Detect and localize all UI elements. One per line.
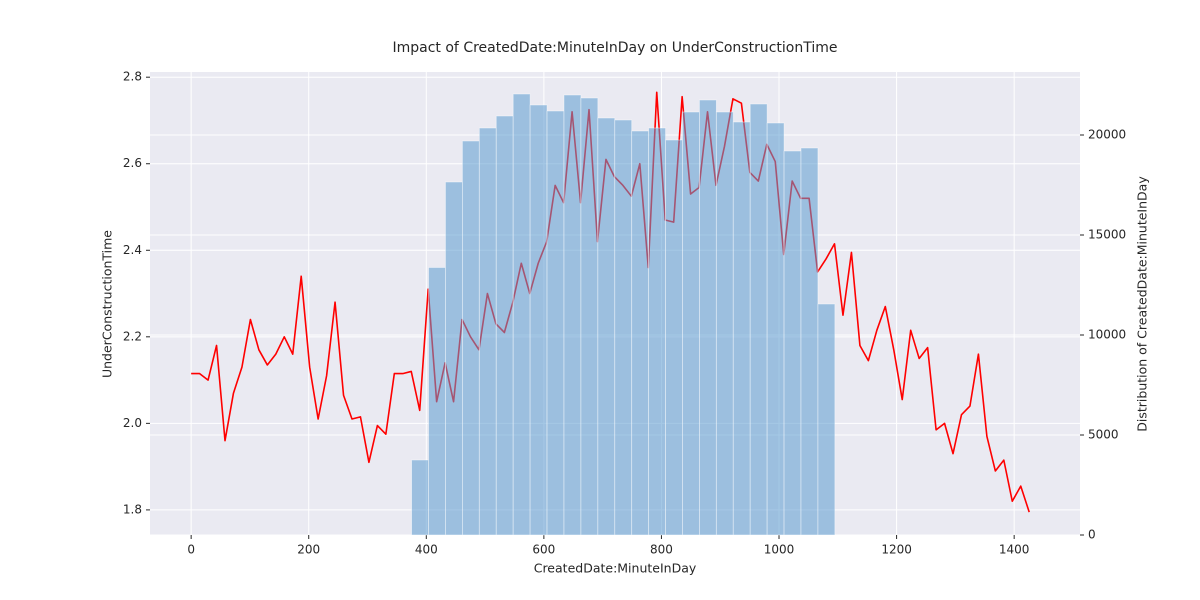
histogram-bar (478, 127, 497, 536)
x-tick-label: 200 (297, 543, 320, 557)
y-tick-label: 2.8 (123, 70, 142, 84)
y2-tick-label: 10000 (1088, 328, 1126, 342)
y2-tick-label: 0 (1088, 528, 1096, 542)
histogram-bar (529, 104, 548, 536)
histogram-bar (749, 103, 768, 536)
x-tick-label: 600 (532, 543, 555, 557)
histogram-bar (800, 147, 819, 536)
histogram-bar (766, 122, 785, 536)
histogram-bar (614, 119, 633, 536)
y-axis-label: UnderConstructionTime (100, 230, 115, 378)
histogram-bar (597, 117, 616, 536)
histogram-bar (428, 267, 446, 536)
x-tick-label: 1200 (881, 543, 912, 557)
histogram-bar (665, 139, 683, 536)
histogram-bar (631, 130, 650, 536)
x-tick-label: 0 (187, 543, 195, 557)
y-tick-label: 2.4 (123, 243, 142, 257)
histogram-bar (461, 140, 480, 536)
x-axis-label: CreatedDate:MinuteInDay (534, 561, 697, 576)
histogram-bar (682, 111, 700, 536)
histogram-bar (715, 111, 734, 536)
x-tick-label: 800 (650, 543, 673, 557)
histogram-bar (648, 127, 666, 536)
y2-tick-label: 20000 (1088, 128, 1126, 142)
y-tick-label: 2.6 (123, 156, 142, 170)
histogram-bar (580, 97, 599, 536)
histogram-bar (495, 115, 514, 536)
histogram-bar (411, 459, 429, 536)
histogram-bar (563, 94, 582, 536)
y-tick-label: 2.0 (123, 416, 142, 430)
y2-tick-label: 15000 (1088, 228, 1126, 242)
histogram-bar (732, 121, 751, 536)
histogram-bar (817, 303, 836, 536)
x-tick-label: 1000 (764, 543, 795, 557)
y2-tick-label: 5000 (1088, 428, 1119, 442)
y2-axis-label: Distribution of CreatedDate:MinuteInDay (1135, 176, 1150, 432)
y-tick-label: 2.2 (123, 329, 142, 343)
x-tick-label: 400 (415, 543, 438, 557)
histogram-bar (546, 110, 565, 536)
histogram-bar (699, 99, 717, 536)
y-tick-label: 1.8 (123, 502, 142, 516)
chart-title: Impact of CreatedDate:MinuteInDay on Und… (393, 40, 838, 56)
histogram-bar (445, 181, 463, 536)
x-tick-label: 1400 (999, 543, 1030, 557)
histogram-bar (512, 93, 531, 536)
histogram-bar (783, 150, 802, 536)
